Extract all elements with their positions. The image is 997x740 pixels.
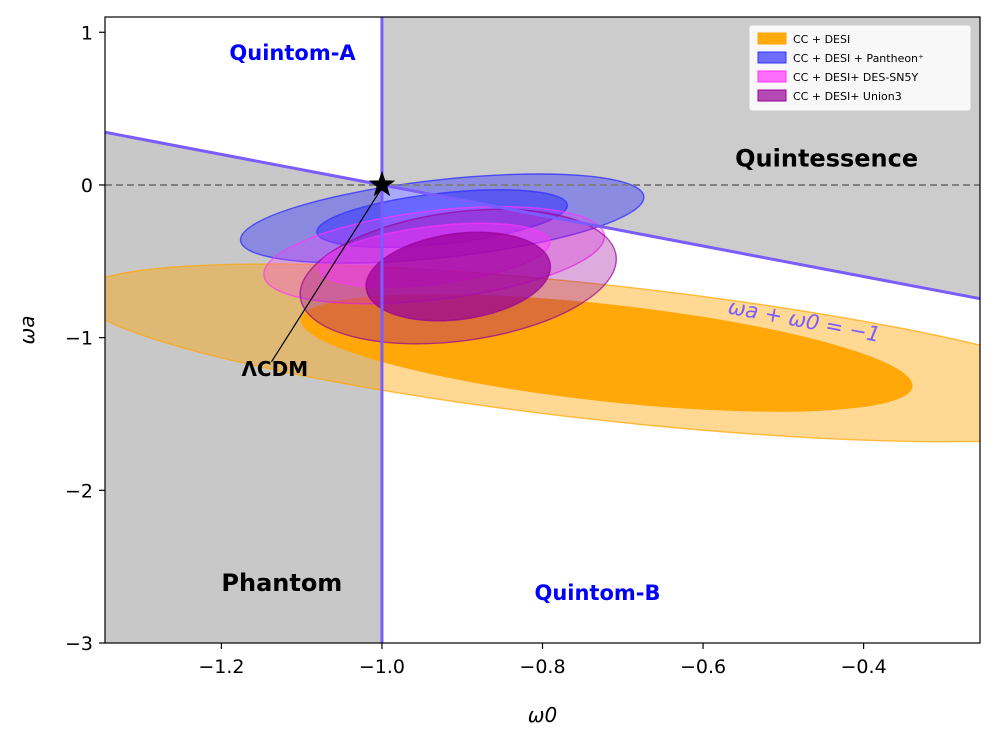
reference-lines bbox=[105, 17, 980, 643]
legend-label-cc-desi-pantheon: CC + DESI + Pantheon⁺ bbox=[793, 52, 924, 65]
contours bbox=[105, 173, 980, 443]
x-axis-title: ω0 bbox=[528, 703, 557, 727]
y-tick-label: 1 bbox=[81, 22, 93, 44]
legend-swatch-cc-desi bbox=[757, 32, 787, 45]
region-quintessence bbox=[381, 184, 980, 299]
y-tick-label: 0 bbox=[81, 175, 93, 197]
x-tick-label: −0.4 bbox=[841, 656, 887, 678]
x-tick-label: −0.6 bbox=[680, 656, 726, 678]
y-tick-label: −2 bbox=[65, 480, 93, 502]
legend-swatch-cc-desi-des-sn5y bbox=[757, 70, 787, 83]
legend-label-cc-desi-union3: CC + DESI+ Union3 bbox=[793, 90, 902, 103]
x-tick-label: −1.2 bbox=[198, 656, 244, 678]
label-quintom-b: Quintom-B bbox=[534, 581, 660, 605]
region-phantom bbox=[105, 132, 382, 643]
legend-swatch-cc-desi-pantheon bbox=[757, 51, 787, 64]
lcdm-arrow bbox=[270, 190, 381, 363]
y-axis-title: ωa bbox=[15, 315, 39, 344]
contour-cc-desi-1sigma bbox=[300, 294, 913, 412]
legend-box bbox=[748, 24, 972, 112]
y-tick-label: −1 bbox=[65, 328, 93, 350]
legend: CC + DESI CC + DESI + Pantheon⁺ CC + DESI+… bbox=[748, 24, 972, 112]
label-quintom-a: Quintom-A bbox=[229, 41, 356, 65]
label-phantom: Phantom bbox=[221, 569, 342, 597]
legend-swatch-cc-desi-union3 bbox=[757, 89, 787, 102]
line-wa-plus-w0-minus-one bbox=[105, 130, 980, 301]
lcdm-label: ΛCDM bbox=[241, 357, 308, 381]
label-quintessence: Quintessence bbox=[735, 145, 918, 173]
x-tick-label: −0.8 bbox=[519, 656, 565, 678]
y-tick-label: −3 bbox=[65, 633, 93, 655]
axes: −1.2 −1.0 −0.8 −0.6 −0.4 1 0 −1 −2 −3 ω0 ωa bbox=[15, 22, 887, 727]
contour-cc-desi-union3-1sigma bbox=[365, 231, 552, 322]
x-tick-label: −1.0 bbox=[359, 656, 405, 678]
legend-label-cc-desi: CC + DESI bbox=[793, 33, 850, 46]
lcdm-star-marker bbox=[368, 170, 396, 197]
legend-label-cc-desi-des-sn5y: CC + DESI+ DES-SN5Y bbox=[793, 71, 919, 84]
